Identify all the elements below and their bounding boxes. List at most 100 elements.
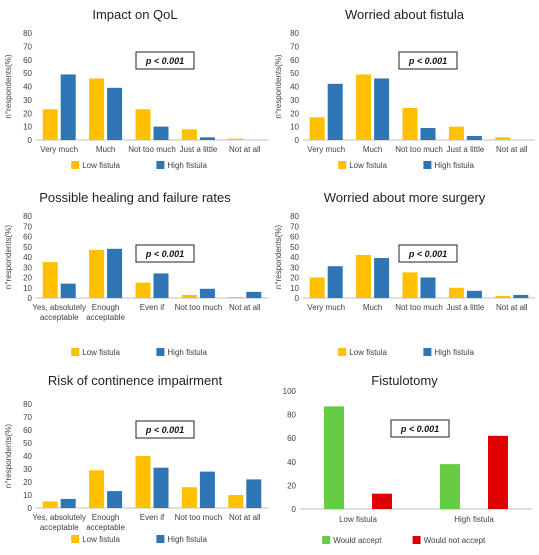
- bar-high-fistula-enough-acceptable: [107, 248, 123, 298]
- bar-low-fistula-just-a-little: [181, 129, 197, 140]
- y-tick-label: 60: [23, 233, 32, 242]
- bar-high-fistula-very-much: [327, 83, 343, 140]
- p-value-annotation: p < 0.001: [400, 424, 439, 434]
- bar-high-fistula-yes-absolutely-acceptable: [60, 498, 76, 508]
- y-tick-label: 0: [28, 136, 33, 145]
- p-value-annotation: p < 0.001: [408, 249, 447, 259]
- y-axis-label: n°respondents(%): [274, 54, 283, 118]
- x-tick-label: acceptable: [86, 523, 125, 532]
- x-tick-label: Enough: [92, 303, 120, 312]
- legend-label-high-fistula: High fistula: [167, 535, 207, 544]
- p-value-annotation: p < 0.001: [145, 249, 184, 259]
- x-tick-label: Not too much: [175, 303, 223, 312]
- x-tick-label: Very much: [307, 303, 345, 312]
- y-tick-label: 50: [290, 243, 299, 252]
- x-tick-label: Much: [363, 303, 383, 312]
- y-tick-label: 40: [23, 452, 32, 461]
- x-tick-label: Not too much: [128, 145, 176, 154]
- y-axis-label: n°respondents(%): [274, 225, 283, 289]
- bar-would-not-accept-high-fistula: [488, 435, 508, 509]
- y-tick-label: 10: [23, 123, 32, 132]
- bar-would-accept-low-fistula: [324, 406, 344, 509]
- legend-label-low-fistula: Low fistula: [349, 348, 387, 357]
- legend-swatch-low-fistula: [338, 161, 347, 169]
- bar-high-fistula-not-too-much: [153, 126, 169, 140]
- y-tick-label: 0: [28, 504, 33, 513]
- bar-low-fistula-not-at-all: [495, 137, 511, 140]
- bar-low-fistula-just-a-little: [448, 126, 464, 140]
- bar-low-fistula-much: [356, 74, 372, 140]
- bar-low-fistula-very-much: [309, 277, 325, 298]
- chart-risk-continence-impairment: Risk of continence impairment n°responden…: [0, 366, 270, 550]
- x-tick-label: Much: [363, 145, 383, 154]
- y-tick-label: 0: [295, 294, 300, 303]
- p-value-box: [135, 244, 195, 263]
- bar-would-accept-high-fistula: [440, 464, 460, 509]
- chart-title: Risk of continence impairment: [48, 373, 223, 388]
- x-tick-label: Just a little: [447, 303, 485, 312]
- p-value-box: [135, 51, 195, 70]
- x-tick-label: Enough: [92, 513, 120, 522]
- y-tick-label: 80: [23, 212, 32, 221]
- bar-high-fistula-not-at-all: [246, 479, 262, 508]
- bar-high-fistula-just-a-little: [466, 135, 482, 140]
- y-tick-label: 80: [23, 400, 32, 409]
- bar-high-fistula-not-too-much: [420, 277, 436, 298]
- y-axis-label: n°respondents(%): [4, 225, 13, 289]
- chart-healing-failure-rates: Possible healing and failure rates n°resp…: [0, 183, 270, 366]
- legend-swatch-low-fistula: [71, 161, 80, 169]
- bar-high-fistula-just-a-little: [466, 290, 482, 298]
- y-tick-label: 50: [23, 243, 32, 252]
- chart-svg: Impact on QoL n°respondents(%) 0 10 20 30 40 50…: [4, 7, 268, 170]
- x-tick-label: acceptable: [86, 313, 125, 322]
- legend-swatch-high-fistula: [156, 535, 165, 543]
- chart-title: Impact on QoL: [92, 7, 177, 22]
- y-tick-label: 20: [23, 109, 32, 118]
- x-tick-label: Not too much: [395, 303, 443, 312]
- bar-low-fistula-not-at-all: [228, 296, 244, 298]
- legend-swatch-high-fistula: [156, 161, 165, 169]
- y-tick-label: 50: [23, 439, 32, 448]
- p-value-annotation: p < 0.001: [408, 56, 447, 66]
- y-tick-label: 70: [290, 222, 299, 231]
- bar-high-fistula-not-at-all: [513, 294, 529, 298]
- bar-high-fistula-much: [374, 78, 390, 140]
- legend-label-high-fistula: High fistula: [434, 348, 474, 357]
- y-tick-label: 0: [28, 294, 33, 303]
- legend-label-high-fistula: High fistula: [167, 348, 207, 357]
- bar-high-fistula-much: [374, 258, 390, 298]
- chart-impact-on-qol: Impact on QoL n°respondents(%) 0 10 20 30 40 50…: [0, 0, 270, 183]
- legend-label-would-not-accept: Would not accept: [424, 536, 486, 545]
- p-value-box: [398, 244, 458, 263]
- chart-svg: Risk of continence impairment n°responden…: [4, 373, 268, 544]
- p-value-annotation: p < 0.001: [145, 425, 184, 435]
- bar-high-fistula-not-too-much: [420, 127, 436, 140]
- y-tick-label: 80: [290, 212, 299, 221]
- bar-high-fistula-yes-absolutely-acceptable: [60, 283, 76, 298]
- x-tick-label: Very much: [40, 145, 78, 154]
- legend-label-low-fistula: Low fistula: [82, 348, 120, 357]
- legend-label-low-fistula: Low fistula: [82, 161, 120, 170]
- y-axis-label: n°respondents(%): [4, 424, 13, 488]
- legend-label-high-fistula: High fistula: [434, 161, 474, 170]
- bar-low-fistula-much: [89, 78, 105, 140]
- bar-low-fistula-not-at-all: [495, 295, 511, 298]
- y-tick-label: 40: [290, 83, 299, 92]
- bar-high-fistula-not-at-all: [246, 291, 262, 298]
- legend-swatch-low-fistula: [71, 348, 80, 356]
- chart-fistulotomy: Fistulotomy 0 20 40 60 80 100 Low fistula High f…: [270, 366, 539, 550]
- bar-low-fistula-much: [356, 254, 372, 298]
- chart-svg: Fistulotomy 0 20 40 60 80 100 Low fistula High f…: [283, 373, 532, 545]
- x-tick-label: Yes, absolutely: [32, 303, 86, 312]
- y-tick-label: 10: [290, 284, 299, 293]
- x-tick-label: Just a little: [180, 145, 218, 154]
- bar-low-fistula-not-too-much: [135, 109, 151, 140]
- y-tick-label: 30: [290, 263, 299, 272]
- bar-low-fistula-not-too-much: [181, 487, 197, 508]
- x-tick-label: Much: [96, 145, 116, 154]
- y-tick-label: 30: [23, 263, 32, 272]
- y-tick-label: 40: [287, 458, 296, 467]
- x-tick-label: Not at all: [229, 513, 261, 522]
- x-tick-label: acceptable: [40, 523, 79, 532]
- chart-svg: Worried about more surgery n°respondents(…: [274, 190, 535, 357]
